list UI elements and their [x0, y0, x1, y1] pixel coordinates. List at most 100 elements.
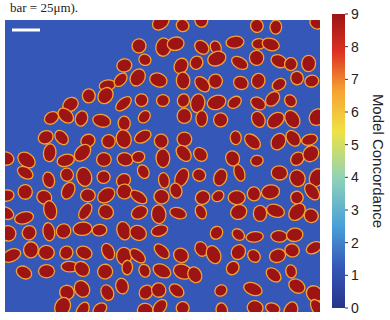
nucleus-rim — [288, 69, 306, 87]
nucleus-rim — [71, 258, 94, 281]
nucleus — [243, 132, 263, 151]
nucleus-rim — [184, 264, 205, 286]
nucleus-rim — [260, 183, 281, 201]
nucleus — [115, 278, 129, 295]
nucleus — [175, 20, 191, 33]
nucleus — [58, 244, 75, 261]
nucleus — [5, 190, 14, 202]
nucleus-rim — [173, 20, 192, 35]
nucleus — [39, 246, 54, 260]
nucleus — [137, 109, 152, 124]
nucleus — [24, 242, 38, 257]
nucleus — [56, 153, 74, 168]
nucleus-rim — [246, 185, 262, 202]
nucleus-rim — [285, 226, 305, 243]
nucleus — [186, 265, 204, 284]
nucleus — [53, 129, 70, 147]
nucleus-rim — [281, 92, 299, 111]
nucleus-rim — [168, 205, 189, 222]
nucleus — [14, 211, 34, 226]
nucleus — [130, 204, 149, 221]
nucleus-rim — [130, 149, 147, 164]
nucleus-rim — [264, 201, 287, 220]
nucleus — [168, 282, 186, 299]
nucleus-rim — [156, 171, 171, 190]
nucleus — [250, 110, 267, 129]
nucleus-rim — [227, 201, 250, 223]
nucleus — [264, 90, 282, 108]
nucleus — [60, 181, 77, 201]
nucleus — [102, 134, 116, 148]
nucleus-rim — [193, 20, 210, 29]
nucleus — [138, 53, 152, 66]
nucleus-rim — [96, 262, 115, 281]
nucleus-rim — [128, 202, 150, 222]
nucleus — [194, 204, 208, 220]
nucleus-rim — [225, 93, 245, 112]
nucleus-rim — [270, 230, 288, 244]
nucleus-rim — [203, 242, 225, 266]
nucleus — [74, 301, 91, 312]
nucleus-rim — [73, 243, 94, 263]
nucleus — [97, 171, 110, 183]
nucleus — [302, 207, 320, 224]
nucleus — [230, 55, 249, 72]
nucleus — [81, 189, 95, 201]
nucleus — [175, 300, 191, 312]
nucleus-rim — [95, 201, 117, 222]
nucleus-rim — [151, 240, 173, 262]
nucleus-rim — [94, 184, 119, 207]
nucleus-rim — [227, 190, 246, 206]
nucleus-rim — [248, 49, 265, 66]
nucleus — [225, 260, 241, 276]
nucleus-rim — [41, 199, 59, 222]
colorbar-tick — [345, 144, 348, 145]
nucleus — [265, 302, 280, 312]
nucleus-rim — [5, 222, 20, 246]
colorbar-tick — [345, 46, 348, 47]
nucleus-rim — [249, 71, 268, 91]
nucleus-rim — [303, 73, 320, 89]
nucleus — [92, 301, 109, 312]
nucleus — [149, 71, 169, 88]
nucleus — [5, 247, 22, 264]
nucleus — [226, 36, 244, 48]
nucleus-rim — [305, 105, 320, 129]
nucleus — [285, 265, 296, 279]
nucleus-rim — [37, 244, 55, 261]
nucleus — [231, 227, 246, 242]
nucleus-rim — [192, 202, 209, 221]
nucleus — [307, 107, 320, 128]
nucleus-rim — [17, 183, 34, 200]
nucleus-rim — [263, 264, 285, 286]
nucleus-rim — [136, 302, 155, 312]
nucleus-rim — [121, 259, 134, 276]
nucleus — [72, 142, 93, 163]
image — [5, 20, 320, 312]
nucleus-rim — [241, 130, 265, 153]
nucleus — [247, 300, 264, 312]
nucleus-rim — [225, 35, 245, 50]
nucleus-rim — [228, 53, 250, 73]
colorbar-tick — [345, 242, 348, 243]
nucleus-rim — [96, 152, 113, 168]
nucleus — [243, 281, 263, 297]
nucleus — [16, 165, 34, 181]
nucleus — [77, 202, 94, 221]
nucleus — [271, 166, 287, 181]
nucleus-rim — [150, 260, 174, 282]
nucleus-rim — [270, 164, 289, 181]
nucleus — [5, 205, 15, 221]
nucleus — [194, 189, 212, 206]
nucleus — [232, 75, 249, 91]
nucleus — [151, 205, 166, 223]
scale-bar — [12, 29, 40, 32]
nucleus — [303, 182, 320, 202]
colorbar-tick-label: 4 — [351, 169, 359, 185]
nucleus — [43, 200, 58, 220]
nucleus-rim — [214, 301, 230, 312]
colorbar-tick-label: 0 — [351, 300, 359, 316]
nucleus-rim — [55, 151, 77, 169]
nucleus — [152, 262, 173, 280]
nucleus-rim — [227, 241, 249, 263]
